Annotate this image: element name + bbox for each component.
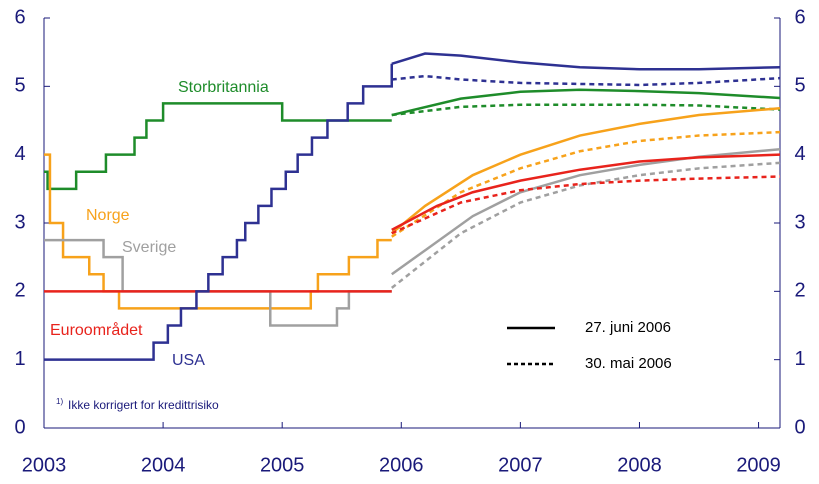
y-tick-label: 1 (14, 348, 25, 370)
y-tick-label: 6 (14, 6, 25, 28)
y2-tick-label: 4 (794, 143, 805, 165)
y-tick-label: 2 (14, 280, 25, 302)
series-label: Norge (86, 207, 130, 224)
x-tick-label: 2006 (379, 454, 424, 476)
history-line (44, 63, 394, 361)
x-tick-label: 2007 (498, 454, 543, 476)
y-tick-label: 0 (14, 416, 25, 438)
x-tick-label: 2004 (141, 454, 186, 476)
y-tick-label: 5 (14, 75, 25, 97)
history-line (44, 102, 392, 191)
forecast-dashed-line (391, 175, 781, 235)
history-line (44, 153, 392, 310)
forecast-line (391, 88, 781, 117)
y2-tick-label: 6 (794, 6, 805, 28)
legend-label: 30. mai 2006 (585, 355, 672, 372)
y2-tick-label: 3 (794, 211, 805, 233)
y-tick-label: 3 (14, 211, 25, 233)
series-label: Storbritannia (178, 79, 269, 96)
series-label: Euroområdet (50, 321, 143, 339)
footnote-mark: 1) (56, 397, 63, 406)
history-line (44, 238, 392, 327)
x-tick-label: 2008 (617, 454, 662, 476)
x-tick-label: 2005 (260, 454, 305, 476)
y2-tick-label: 2 (794, 280, 805, 302)
forecast-dashed-line (391, 103, 781, 117)
forecast-line (391, 52, 781, 71)
forecast-dashed-line (391, 130, 781, 238)
y2-tick-label: 5 (794, 75, 805, 97)
y2-tick-label: 0 (794, 416, 805, 438)
y2-tick-label: 1 (794, 348, 805, 370)
forecast-dashed-line (391, 74, 781, 87)
forecast-line (390, 106, 781, 235)
forecast-line (391, 153, 781, 231)
x-tick-label: 2003 (22, 454, 67, 476)
legend-label: 27. juni 2006 (585, 319, 671, 336)
x-tick-label: 2009 (736, 454, 781, 476)
series-label: USA (172, 352, 205, 369)
forecast-dashed-line (390, 161, 781, 289)
footnote: Ikke korrigert for kredittrisiko (68, 398, 219, 412)
y-tick-label: 4 (14, 143, 25, 165)
series-label: Sverige (122, 239, 176, 256)
